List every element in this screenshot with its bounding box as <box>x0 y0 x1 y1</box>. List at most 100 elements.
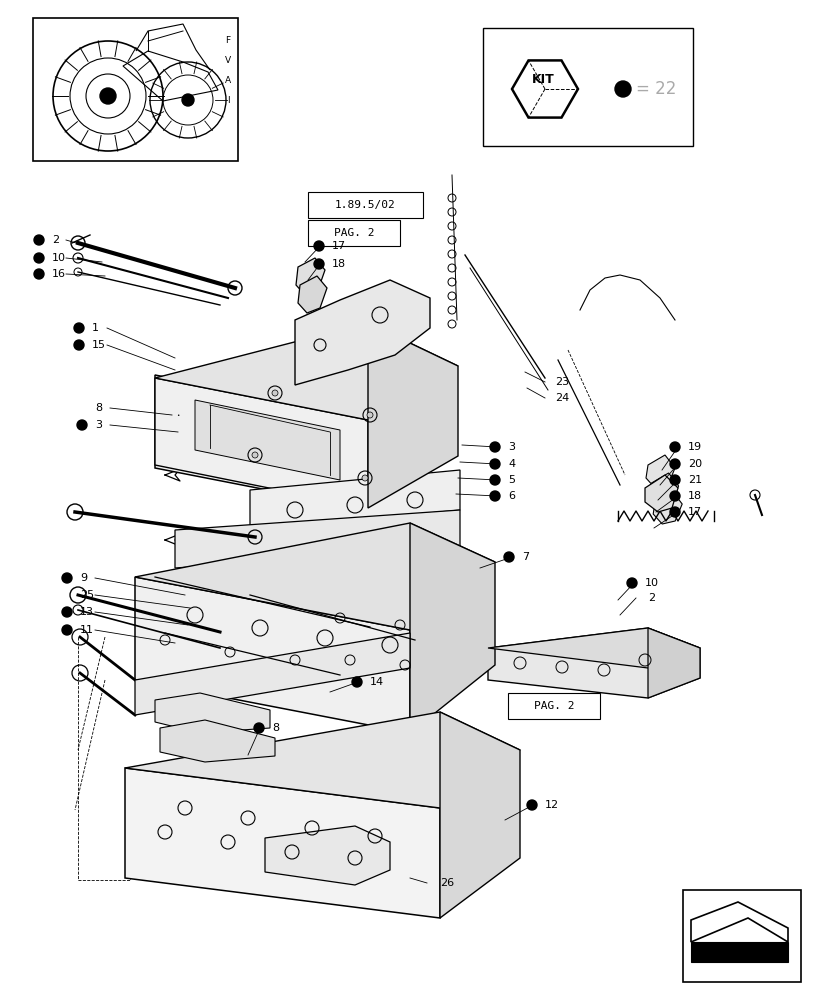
Text: 17: 17 <box>332 241 346 251</box>
Text: 13: 13 <box>80 607 94 617</box>
Polygon shape <box>649 473 678 506</box>
Text: V: V <box>225 56 231 65</box>
Polygon shape <box>644 475 677 512</box>
Text: I: I <box>227 96 229 105</box>
Text: 12: 12 <box>544 800 558 810</box>
Circle shape <box>74 340 84 350</box>
Text: 8: 8 <box>95 403 102 413</box>
Text: •: • <box>176 412 179 418</box>
Text: A: A <box>225 76 231 85</box>
Circle shape <box>526 800 537 810</box>
Circle shape <box>626 578 636 588</box>
Circle shape <box>366 412 372 418</box>
Polygon shape <box>195 400 340 480</box>
Text: 11: 11 <box>80 625 94 635</box>
Circle shape <box>272 390 278 396</box>
Polygon shape <box>294 280 429 385</box>
Text: F: F <box>225 36 230 45</box>
Bar <box>482 28 692 146</box>
Text: 19: 19 <box>687 442 701 452</box>
Text: 21: 21 <box>687 475 701 485</box>
Circle shape <box>62 625 72 635</box>
Text: 1.89.5/02: 1.89.5/02 <box>335 200 395 210</box>
Polygon shape <box>648 628 699 698</box>
Text: 7: 7 <box>521 552 528 562</box>
Text: 16: 16 <box>52 269 66 279</box>
Text: PAG. 2: PAG. 2 <box>533 701 574 711</box>
Circle shape <box>490 442 500 452</box>
Text: 3: 3 <box>95 420 102 430</box>
Text: 2: 2 <box>52 235 59 245</box>
Circle shape <box>182 94 194 106</box>
Circle shape <box>254 723 264 733</box>
Circle shape <box>669 491 679 501</box>
Polygon shape <box>487 628 699 698</box>
Text: 10: 10 <box>644 578 658 588</box>
Polygon shape <box>160 720 275 762</box>
Circle shape <box>74 323 84 333</box>
Polygon shape <box>295 258 325 295</box>
Circle shape <box>100 88 116 104</box>
Text: 14: 14 <box>370 677 384 687</box>
Text: 5: 5 <box>508 475 514 485</box>
Text: 25: 25 <box>80 590 94 600</box>
Circle shape <box>614 81 630 97</box>
Text: 26: 26 <box>439 878 453 888</box>
Text: 4: 4 <box>508 459 514 469</box>
Polygon shape <box>691 942 787 962</box>
Polygon shape <box>155 323 457 420</box>
Polygon shape <box>298 276 327 313</box>
Circle shape <box>34 235 44 245</box>
Polygon shape <box>367 323 457 508</box>
Text: 3: 3 <box>508 442 514 452</box>
Circle shape <box>490 491 500 501</box>
Polygon shape <box>645 455 674 488</box>
Text: 6: 6 <box>508 491 514 501</box>
Text: KIT: KIT <box>531 73 554 86</box>
Polygon shape <box>125 768 439 918</box>
Text: 23: 23 <box>554 377 568 387</box>
Circle shape <box>251 452 258 458</box>
Text: 10: 10 <box>52 253 66 263</box>
Circle shape <box>669 459 679 469</box>
Polygon shape <box>487 628 699 668</box>
Circle shape <box>34 269 44 279</box>
Circle shape <box>490 459 500 469</box>
Bar <box>508 693 600 719</box>
Bar <box>33 18 237 161</box>
Text: 9: 9 <box>80 573 87 583</box>
Text: 2: 2 <box>648 593 654 603</box>
Polygon shape <box>135 577 409 733</box>
Text: 15: 15 <box>92 340 106 350</box>
Circle shape <box>361 475 367 481</box>
Polygon shape <box>250 470 460 530</box>
Circle shape <box>62 573 72 583</box>
Circle shape <box>351 677 361 687</box>
Polygon shape <box>174 510 460 568</box>
Circle shape <box>77 420 87 430</box>
Circle shape <box>313 241 323 251</box>
Polygon shape <box>409 523 495 733</box>
Bar <box>682 890 800 982</box>
Text: 8: 8 <box>272 723 279 733</box>
Polygon shape <box>135 523 495 630</box>
Polygon shape <box>125 712 519 808</box>
Polygon shape <box>265 826 390 885</box>
Text: 17: 17 <box>687 507 701 517</box>
Circle shape <box>62 607 72 617</box>
Circle shape <box>313 259 323 269</box>
Polygon shape <box>653 491 681 524</box>
Polygon shape <box>691 902 787 942</box>
Text: 20: 20 <box>687 459 701 469</box>
Text: = 22: = 22 <box>635 80 676 98</box>
Circle shape <box>504 552 514 562</box>
Polygon shape <box>155 378 367 508</box>
Text: 18: 18 <box>332 259 346 269</box>
Text: PAG. 2: PAG. 2 <box>333 228 374 238</box>
Bar <box>308 220 399 246</box>
Polygon shape <box>155 375 370 510</box>
Text: 24: 24 <box>554 393 569 403</box>
Polygon shape <box>155 693 270 733</box>
Circle shape <box>669 442 679 452</box>
Bar <box>308 192 423 218</box>
